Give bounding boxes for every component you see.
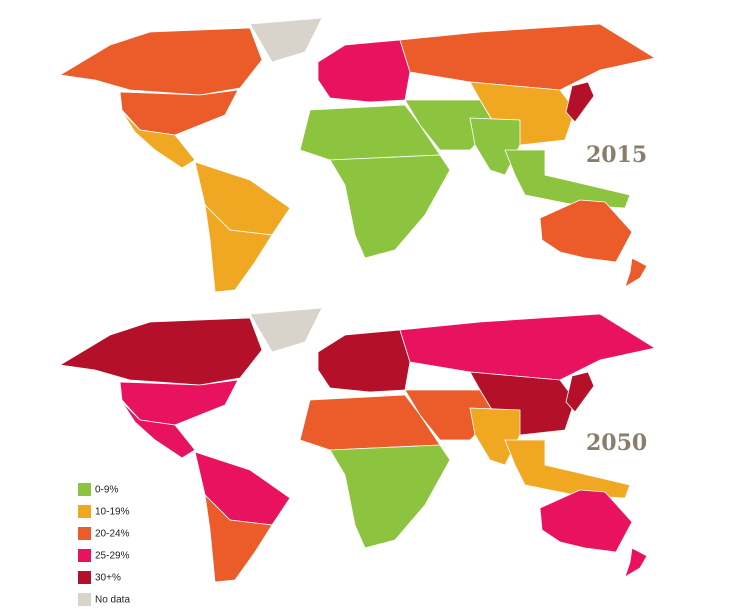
region (565, 371, 595, 413)
legend-label: 10-19% (95, 507, 130, 518)
legend-swatch (78, 527, 91, 540)
region (539, 199, 633, 263)
legend-label: No data (95, 595, 130, 606)
legend-swatch (78, 505, 91, 518)
region (317, 39, 411, 103)
region (539, 489, 633, 553)
legend-label: 25-29% (95, 551, 130, 562)
legend-swatch (78, 483, 91, 496)
region (249, 307, 323, 353)
legend-swatch (78, 549, 91, 562)
region (565, 81, 595, 123)
map-2015: 2015 (59, 17, 656, 293)
legend-swatch (78, 593, 91, 606)
legend: 0-9% 10-19% 20-24% 25-29% 30+% No data (78, 483, 130, 606)
region (399, 313, 656, 381)
year-label: 2050 (586, 430, 647, 456)
legend-swatch (78, 571, 91, 584)
map-2050: 2050 (59, 307, 656, 583)
region (59, 317, 263, 386)
region (329, 154, 451, 259)
legend-label: 0-9% (95, 485, 118, 496)
year-label: 2015 (586, 142, 647, 168)
region (317, 329, 411, 393)
region (624, 547, 648, 578)
region (249, 17, 323, 63)
region (624, 257, 648, 288)
region (399, 23, 656, 91)
region (59, 27, 263, 96)
legend-label: 30+% (95, 573, 121, 584)
region (329, 444, 451, 549)
legend-label: 20-24% (95, 529, 130, 540)
